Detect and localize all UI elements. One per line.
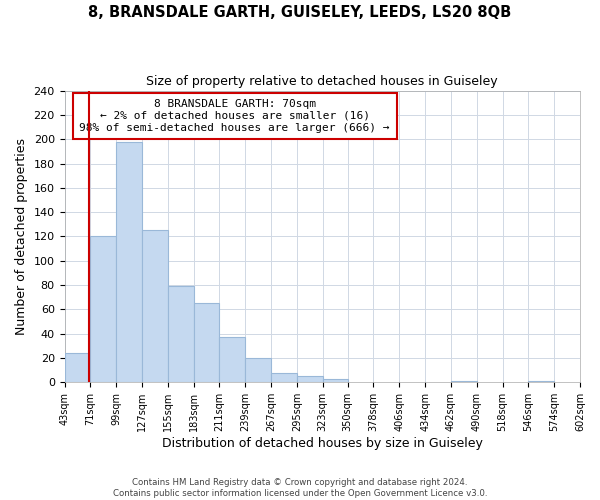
Bar xyxy=(194,304,220,382)
Bar xyxy=(220,338,245,382)
Text: Contains HM Land Registry data © Crown copyright and database right 2024.
Contai: Contains HM Land Registry data © Crown c… xyxy=(113,478,487,498)
X-axis label: Distribution of detached houses by size in Guiseley: Distribution of detached houses by size … xyxy=(162,437,483,450)
Text: 8, BRANSDALE GARTH, GUISELEY, LEEDS, LS20 8QB: 8, BRANSDALE GARTH, GUISELEY, LEEDS, LS2… xyxy=(88,5,512,20)
Bar xyxy=(297,376,323,382)
Bar xyxy=(529,381,554,382)
Bar xyxy=(245,358,271,382)
Bar xyxy=(323,378,347,382)
Bar xyxy=(91,236,116,382)
Bar xyxy=(65,353,91,382)
Text: 8 BRANSDALE GARTH: 70sqm
← 2% of detached houses are smaller (16)
98% of semi-de: 8 BRANSDALE GARTH: 70sqm ← 2% of detache… xyxy=(79,100,390,132)
Bar xyxy=(271,372,297,382)
Bar xyxy=(168,286,194,382)
Y-axis label: Number of detached properties: Number of detached properties xyxy=(15,138,28,335)
Bar xyxy=(116,142,142,382)
Bar xyxy=(451,381,477,382)
Title: Size of property relative to detached houses in Guiseley: Size of property relative to detached ho… xyxy=(146,75,498,88)
Bar xyxy=(142,230,168,382)
